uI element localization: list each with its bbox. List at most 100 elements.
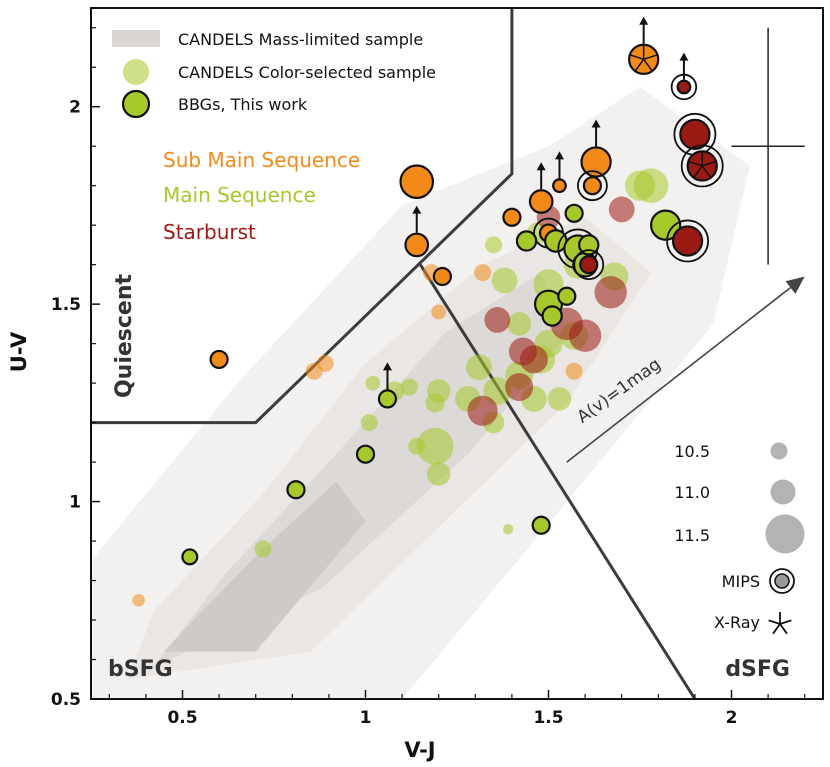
x-axis-label: V-J [404, 738, 435, 762]
bbg-marker [541, 305, 563, 327]
size-key: 10.5 11.0 11.5 MIPS X-Ray [674, 442, 805, 635]
size-key-label-11-5: 11.5 [674, 526, 710, 545]
bbg-marker [671, 225, 704, 257]
bbg-point-main-sequence [355, 444, 376, 464]
x-tick-label: 1 [360, 708, 372, 728]
lower-limit-arrowhead [412, 205, 422, 214]
mips-ring [666, 219, 710, 263]
bbg-point-sub-main-sequence [209, 349, 229, 370]
bbg-point-sub-main-sequence [502, 207, 522, 227]
bbg-marker [528, 189, 554, 214]
marker-key-label-mips: MIPS [722, 572, 760, 591]
candels-point-starburst [519, 345, 548, 374]
bbg-point-main-sequence [531, 515, 551, 535]
candels-point-sub-main-sequence [474, 264, 492, 282]
bbg-marker [181, 548, 199, 566]
marker-key-label-xray: X-Ray [714, 613, 760, 632]
candels-color-selected-points [132, 168, 669, 607]
bbg-marker [377, 389, 398, 409]
bbg-point-main-sequence [649, 209, 682, 241]
y-axis-label: U-V [7, 331, 31, 372]
candels-point-sub-main-sequence [565, 362, 583, 380]
y-tick-label: 1 [69, 493, 81, 513]
dsfg-boundary-line [419, 263, 697, 699]
bbg-marker [649, 209, 682, 241]
candels-point-main-sequence [365, 375, 381, 391]
selection-boundaries [91, 8, 697, 699]
mips-ring [577, 170, 608, 202]
region-label-bsfg: bSFG [108, 657, 173, 682]
size-key-marker-11-0 [770, 479, 796, 505]
candels-point-main-sequence [360, 414, 378, 432]
bbg-marker [579, 255, 599, 275]
bbg-marker [355, 444, 376, 464]
lower-limit-arrowhead [639, 16, 649, 25]
candels-point-sub-main-sequence [316, 354, 334, 372]
candels-point-main-sequence [485, 236, 503, 254]
bbg-marker [531, 515, 551, 535]
y-tick-label: 0.5 [51, 690, 81, 710]
bbg-marker [557, 286, 577, 306]
bbg-point-sub-main-sequence [577, 170, 608, 202]
legend-swatch-mass-limited [112, 30, 160, 47]
lower-limit-arrowhead [554, 151, 564, 160]
lower-limit-arrowhead [591, 119, 601, 128]
bbg-marker [515, 230, 538, 252]
lower-limit-arrowhead [679, 52, 689, 61]
xray-star-arm [693, 165, 703, 179]
candels-point-main-sequence [503, 524, 514, 535]
legend-marker-bbg [121, 89, 151, 119]
candels-point-main-sequence [425, 393, 445, 413]
bbg-marker [399, 164, 435, 200]
y-tick-label: 2 [69, 98, 81, 118]
bbg-marker [578, 234, 600, 256]
size-key-label-11-0: 11.0 [674, 483, 710, 502]
xray-key-marker [768, 612, 792, 635]
bbg-marker [676, 79, 692, 95]
bbg-point-main-sequence [515, 230, 538, 252]
bbg-point-main-sequence [564, 203, 584, 223]
candels-point-main-sequence [400, 378, 418, 396]
x-tick-label: 0.5 [167, 708, 197, 728]
candels-point-starburst [467, 395, 498, 426]
xray-star-arm [643, 54, 658, 61]
bbg-point-main-sequence [377, 362, 398, 409]
bbg-point-sub-main-sequence [628, 16, 660, 75]
group-label-starburst: Starburst [163, 220, 256, 244]
candels-point-starburst [608, 196, 635, 223]
mips-ring [670, 73, 698, 101]
mips-key-marker [769, 568, 795, 594]
candels-point-main-sequence [254, 540, 272, 558]
bbg-point-sub-main-sequence [552, 151, 567, 194]
bbg-marker [582, 176, 603, 196]
bbg-point-main-sequence [541, 305, 563, 327]
lower-limit-arrowhead [382, 362, 392, 371]
candels-point-starburst [505, 373, 534, 402]
mips-ring [680, 144, 724, 188]
region-label-dsfg: dSFG [725, 657, 790, 682]
av-vector-shaft [566, 286, 791, 463]
candels-point-main-sequence [633, 168, 669, 203]
bbg-points [181, 16, 724, 566]
legend-label-mass-limited: CANDELS Mass-limited sample [178, 30, 423, 49]
bbg-marker [580, 146, 612, 178]
legend-label-bbg: BBGs, This work [178, 95, 308, 114]
bbg-point-sub-main-sequence [528, 162, 554, 214]
x-tick-label: 1.5 [533, 708, 563, 728]
lower-limit-arrowhead [536, 162, 546, 171]
density-contour-level-4 [164, 481, 366, 652]
plot-frame [90, 7, 824, 700]
candels-point-starburst [484, 307, 511, 333]
legend-marker-color-selected [123, 59, 149, 85]
size-key-label-10-5: 10.5 [674, 442, 710, 461]
candels-point-main-sequence [507, 312, 531, 336]
x-tick-label: 2 [726, 708, 738, 728]
candels-point-sub-main-sequence [431, 304, 447, 320]
bbg-marker [502, 207, 522, 227]
bbg-point-sub-main-sequence [404, 205, 430, 258]
group-label-sub-main-sequence: Sub Main Sequence [163, 148, 360, 172]
bbg-point-starburst [666, 219, 710, 263]
bbg-point-main-sequence [286, 480, 306, 500]
xray-star-arm [701, 160, 717, 167]
